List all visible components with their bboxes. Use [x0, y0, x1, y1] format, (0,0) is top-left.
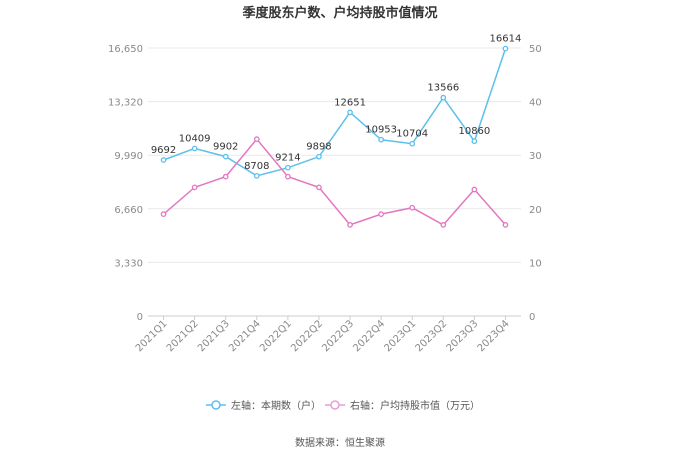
legend-item-right-series[interactable]: 右轴：户均持股市值（万元） — [325, 399, 480, 412]
data-point-right — [191, 184, 198, 191]
left-y-tick-label: 0 — [137, 312, 143, 323]
left-y-tick-label: 16,650 — [108, 44, 143, 55]
data-point-right — [378, 211, 384, 218]
data-point-right — [471, 186, 478, 193]
right-y-axis: 0 10 20 30 40 50 — [529, 44, 542, 323]
data-label: 9214 — [275, 153, 300, 164]
data-point-right — [440, 222, 447, 228]
x-tick-label: 2023Q4 — [476, 318, 512, 354]
data-point-right — [316, 184, 322, 191]
data-label: 10409 — [179, 133, 211, 144]
x-axis: 2021Q12021Q22021Q32021Q42022Q12022Q22022… — [134, 316, 512, 354]
chart-title: 季度股东户数、户均持股市值情况 — [241, 5, 437, 21]
data-point-left — [502, 45, 509, 52]
data-point-left — [316, 153, 322, 160]
data-label: 9902 — [213, 142, 238, 153]
right-y-tick-label: 20 — [529, 205, 542, 216]
data-label: 9692 — [151, 145, 176, 156]
data-point-right — [160, 211, 167, 218]
left-y-tick-label: 3,330 — [114, 258, 143, 269]
series-line-left — [163, 48, 507, 177]
data-point-left — [378, 136, 384, 143]
data-label: 16614 — [490, 34, 522, 45]
data-label: 10860 — [458, 126, 490, 137]
legend-swatch-marker-left — [211, 400, 221, 410]
x-tick-label: 2021Q3 — [196, 318, 232, 354]
data-label: 13566 — [427, 83, 459, 94]
data-point-left — [409, 140, 416, 147]
x-tick-label: 2023Q3 — [445, 318, 481, 354]
legend-swatch-marker-right — [330, 400, 340, 410]
data-point-left — [471, 138, 478, 145]
x-tick-label: 2022Q4 — [351, 318, 387, 354]
x-tick-label: 2023Q2 — [414, 318, 450, 354]
right-y-tick-label: 30 — [529, 151, 542, 162]
x-tick-label: 2023Q1 — [382, 318, 418, 354]
legend[interactable]: 左轴：本期数（户） 右轴：户均持股市值（万元） — [206, 399, 480, 412]
legend-label-right: 右轴：户均持股市值（万元） — [350, 399, 480, 412]
right-y-tick-label: 0 — [529, 312, 535, 323]
series-line-right — [163, 137, 507, 226]
data-point-right — [285, 173, 291, 180]
data-point-right — [347, 222, 353, 228]
data-point-left — [285, 164, 291, 171]
data-source-note: 数据来源：恒生聚源 — [295, 436, 385, 449]
x-tick-label: 2021Q1 — [134, 318, 170, 354]
right-y-tick-label: 10 — [529, 258, 542, 269]
data-label: 12651 — [334, 97, 366, 108]
gridlines — [148, 47, 521, 317]
data-point-left — [347, 109, 353, 116]
left-y-axis: 0 3,330 6,660 9,990 13,320 16,650 — [108, 44, 143, 323]
x-tick-label: 2022Q1 — [258, 318, 294, 354]
data-point-left — [191, 145, 198, 152]
data-point-left — [222, 153, 229, 160]
legend-item-left-series[interactable]: 左轴：本期数（户） — [206, 399, 321, 412]
data-point-right — [253, 136, 260, 142]
data-label: 10704 — [396, 129, 428, 140]
legend-label-left: 左轴：本期数（户） — [231, 399, 321, 412]
data-point-left — [160, 157, 167, 163]
data-point-left — [253, 172, 260, 179]
data-point-right — [222, 173, 229, 180]
right-y-tick-label: 50 — [529, 44, 542, 55]
x-tick-label: 2022Q3 — [320, 318, 356, 354]
x-tick-label: 2021Q4 — [227, 318, 263, 354]
left-y-tick-label: 6,660 — [114, 205, 143, 216]
data-label: 10953 — [365, 125, 397, 136]
x-tick-label: 2022Q2 — [289, 318, 325, 354]
data-point-right — [409, 204, 416, 211]
x-tick-label: 2021Q2 — [165, 318, 201, 354]
data-point-left — [440, 94, 447, 101]
left-y-tick-label: 13,320 — [108, 98, 143, 109]
right-y-tick-label: 40 — [529, 98, 542, 109]
data-label: 9898 — [306, 142, 331, 153]
left-y-tick-label: 9,990 — [114, 151, 143, 162]
data-point-right — [502, 222, 509, 228]
data-label: 8708 — [244, 161, 269, 172]
